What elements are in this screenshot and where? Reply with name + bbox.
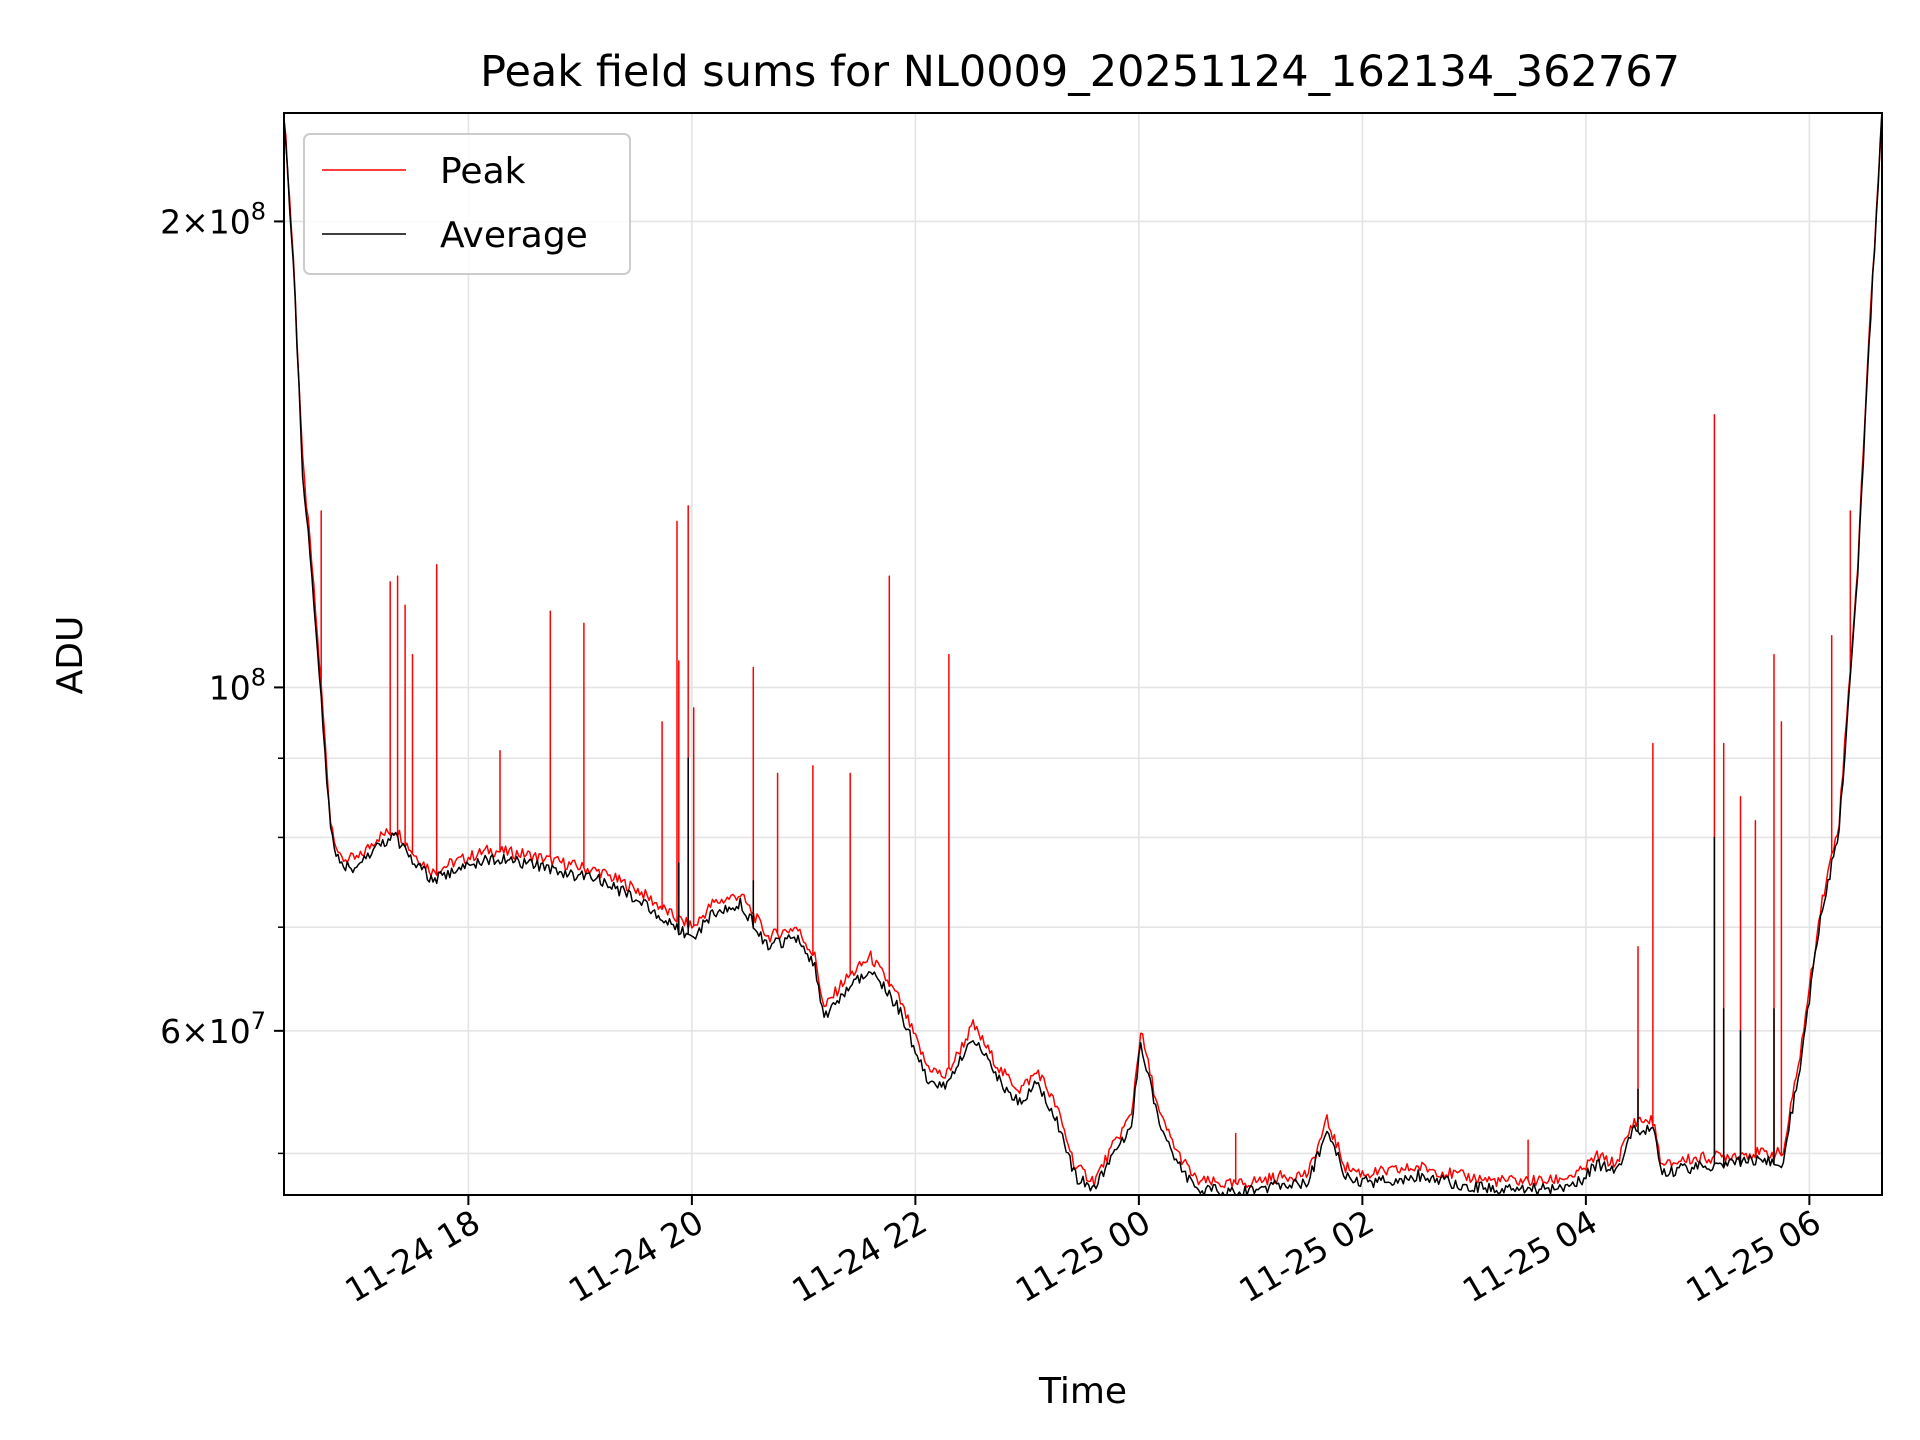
series-line-peak	[284, 113, 1882, 1189]
series-line-average	[284, 113, 1882, 1195]
y-tick-label: 6×107	[160, 1007, 266, 1051]
y-tick-label: 108	[209, 663, 266, 707]
y-axis-ticks: 2×108 108 6×107	[160, 197, 284, 1155]
legend-frame	[303, 133, 631, 275]
legend-label-peak: Peak	[440, 151, 526, 192]
chart-title: Peak field sums for NL0009_20251124_1621…	[480, 47, 1680, 97]
series-layer	[284, 113, 1882, 1195]
y-axis-label: ADU	[50, 616, 91, 695]
plot-frame	[283, 112, 1883, 1196]
legend-label-average: Average	[440, 215, 588, 256]
x-axis-label: Time	[1038, 1371, 1127, 1412]
legend: Peak Average	[303, 133, 631, 275]
y-tick-label: 2×108	[160, 197, 266, 241]
